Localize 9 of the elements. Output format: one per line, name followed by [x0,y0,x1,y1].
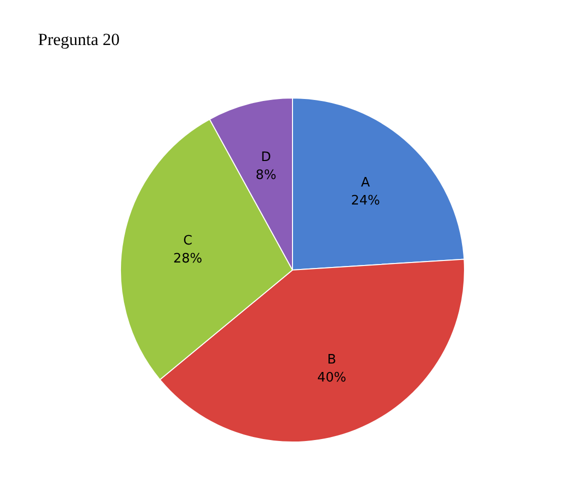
slice-label: C [183,233,192,248]
data-label: 40% [317,370,346,386]
data-label: 8% [256,168,276,184]
slice-label: A [361,176,370,191]
slice-label: B [327,352,336,368]
slice-label: D [260,150,271,166]
data-label: 28% [173,251,202,266]
chart-title: Pregunta 20 [38,30,120,50]
data-label: 24% [351,194,380,209]
